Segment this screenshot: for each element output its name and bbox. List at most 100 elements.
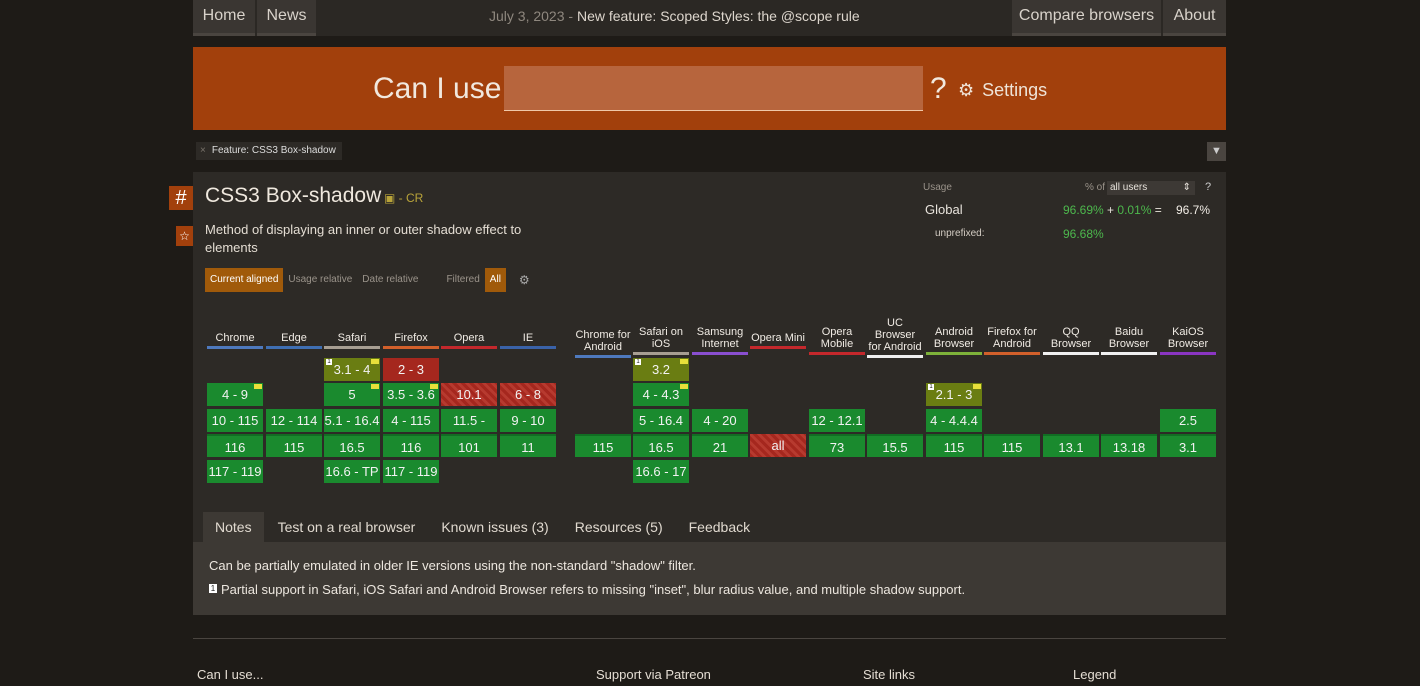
support-cell[interactable]: 16.6 - 17 [633,460,689,483]
browser-header-safari-ios[interactable]: Safari on iOS [633,300,689,355]
support-cell[interactable]: 10 - 115 [207,409,263,432]
search-input[interactable] [504,66,923,111]
support-cell-current[interactable]: 115 [926,434,982,457]
support-cell[interactable]: 1 3.1 - 4 [324,358,380,381]
tab-current-aligned[interactable]: Current aligned [205,268,284,292]
settings-button[interactable]: ⚙ Settings [958,80,1047,101]
support-cell[interactable]: 2.5 [1160,409,1216,432]
news-ticker[interactable]: July 3, 2023 - New feature: Scoped Style… [489,8,860,24]
tab-usage-relative[interactable]: Usage relative [288,274,353,285]
support-cell[interactable]: 4 - 20 [692,409,748,432]
browser-header-baidu[interactable]: Baidu Browser [1101,300,1157,355]
support-cell[interactable]: 9 - 10 [500,409,556,432]
support-cell[interactable]: 12 - 114 [266,409,322,432]
support-cell[interactable]: 4 - 115 [383,409,439,432]
browser-color-bar [926,352,982,355]
browser-header-opera-mobile[interactable]: Opera Mobile [809,300,865,355]
support-cell[interactable]: 117 - 119 [207,460,263,483]
support-cell[interactable]: 1 2.1 - 3 [926,383,982,406]
support-cell-current[interactable]: 116 [383,434,439,457]
supported-pct: 96.69% [1063,203,1104,217]
support-cell[interactable]: 6 - 8 [500,383,556,406]
tab-test-real-browser[interactable]: Test on a real browser [277,519,416,535]
users-select[interactable]: all users ⇕ [1107,181,1195,195]
support-cell-current[interactable]: 115 [266,434,322,457]
feature-description: Method of displaying an inner or outer s… [205,222,522,255]
nav-home-link[interactable]: Home [193,0,255,36]
browser-header-opera-mini[interactable]: Opera Mini [750,318,806,349]
tab-filtered[interactable]: Filtered [446,274,480,285]
close-icon[interactable]: × [200,145,206,156]
support-cell[interactable]: 3.5 - 3.6 [383,383,439,406]
browser-header-chrome-android[interactable]: Chrome for Android [575,300,631,358]
browser-header-kaios[interactable]: KaiOS Browser [1160,300,1216,355]
nav-about-link[interactable]: About [1163,0,1226,36]
spec-status[interactable]: ▣ - CR [384,191,423,205]
support-cell-current[interactable]: 15.5 [867,434,923,457]
support-cell-current[interactable]: 73 [809,434,865,457]
support-cell[interactable]: 4 - 4.3 [633,383,689,406]
prefix-flag-icon [430,384,438,389]
help-icon[interactable]: ? [1205,181,1212,193]
support-cell-current[interactable]: 3.1 [1160,434,1216,457]
footer-divider [193,638,1226,639]
browser-color-bar [500,346,556,349]
nav-news-link[interactable]: News [257,0,316,36]
browser-header-qq[interactable]: QQ Browser [1043,300,1099,355]
browser-name: QQ Browser [1050,326,1092,350]
support-cell[interactable]: 10.1 [441,383,497,406]
support-cell[interactable]: 5 [324,383,380,406]
browser-header-ie[interactable]: IE [500,318,556,349]
support-cell[interactable]: 117 - 119 [383,460,439,483]
permalink-hash-button[interactable]: # [169,186,193,210]
support-cell[interactable]: 4 - 9 [207,383,263,406]
nav-compare-link[interactable]: Compare browsers [1012,0,1161,36]
news-date: July 3, 2023 [489,8,565,24]
support-cell-current[interactable]: 16.5 [324,434,380,457]
support-cell[interactable]: 1 3.2 [633,358,689,381]
support-cell-current[interactable]: 11 [500,434,556,457]
cell-version: 3.5 - 3.6 [387,387,435,402]
gear-icon[interactable]: ⚙ [518,273,530,287]
support-cell-current[interactable]: 101 [441,434,497,457]
support-cell[interactable]: 5 - 16.4 [633,409,689,432]
browser-header-samsung[interactable]: Samsung Internet [692,300,748,355]
support-cell-current[interactable]: 13.18 [1101,434,1157,457]
tab-known-issues[interactable]: Known issues (3) [441,519,549,535]
support-cell[interactable]: 4 - 4.4.4 [926,409,982,432]
filter-icon[interactable]: ▼ [1207,142,1226,161]
support-cell-current[interactable]: all [750,434,806,457]
browser-header-chrome[interactable]: Chrome [207,318,263,349]
support-cell[interactable]: 5.1 - 16.4 [324,409,380,432]
tab-all[interactable]: All [484,268,506,292]
support-cell[interactable]: 16.6 - TP [324,460,380,483]
tab-feedback[interactable]: Feedback [688,519,751,535]
browser-header-firefox-android[interactable]: Firefox for Android [984,300,1040,355]
support-cell-current[interactable]: 115 [984,434,1040,457]
browser-header-opera[interactable]: Opera [441,318,497,349]
browser-name: Opera [453,332,485,344]
feature-crumb: × Feature: CSS3 Box-shadow [196,142,342,160]
support-cell[interactable]: 2 - 3 [383,358,439,381]
support-cell-current[interactable]: 13.1 [1043,434,1099,457]
support-cell-current[interactable]: 16.5 [633,434,689,457]
browser-header-firefox[interactable]: Firefox [383,318,439,349]
footer-heading-site-links: Site links [863,667,916,682]
support-cell-current[interactable]: 115 [575,434,631,457]
news-separator: - [564,8,577,24]
browser-header-edge[interactable]: Edge [266,318,322,349]
browser-header-safari[interactable]: Safari [324,318,380,349]
news-text[interactable]: New feature: Scoped Styles: the @scope r… [576,8,860,24]
browser-header-android[interactable]: Android Browser [926,300,982,355]
browser-color-bar [1160,352,1216,355]
browser-name: Opera Mini [751,332,805,344]
tab-date-relative[interactable]: Date relative [362,274,419,285]
star-icon[interactable]: ☆ [176,226,193,246]
tab-resources[interactable]: Resources (5) [574,519,663,535]
tab-notes[interactable]: Notes [203,512,264,542]
browser-header-uc[interactable]: UC Browser for Android [867,300,923,358]
support-cell-current[interactable]: 21 [692,434,748,457]
support-cell[interactable]: 11.5 - 100 [441,409,497,451]
support-cell[interactable]: 12 - 12.1 [809,409,865,432]
support-cell-current[interactable]: 116 [207,434,263,457]
